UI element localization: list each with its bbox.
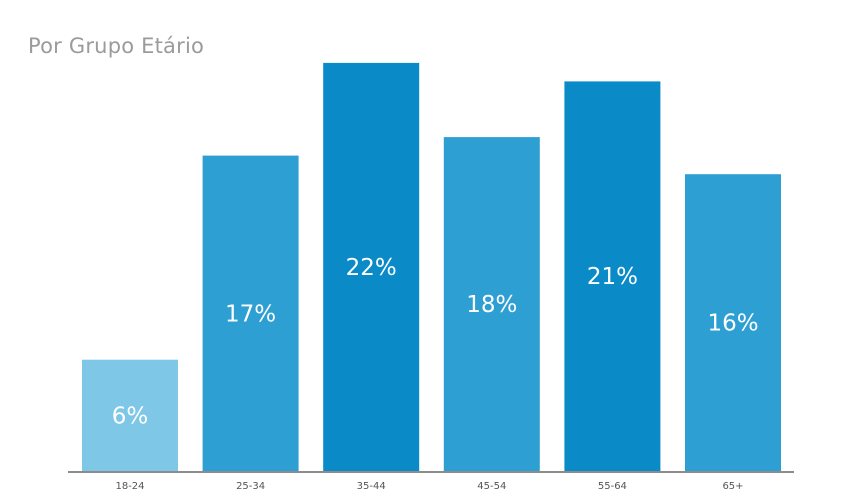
- bar-65+: [685, 174, 781, 471]
- bar-value-label: 6%: [112, 403, 149, 429]
- x-tick-label: 65+: [722, 481, 743, 492]
- chart-title: Por Grupo Etário: [28, 34, 205, 58]
- x-tick-label: 35-44: [357, 481, 386, 492]
- x-tick-label: 45-54: [477, 481, 506, 492]
- bar-value-label: 16%: [707, 311, 758, 337]
- bar-value-label: 18%: [466, 292, 517, 318]
- bar-value-label: 22%: [346, 255, 397, 281]
- bar-value-label: 21%: [587, 264, 638, 290]
- bar-18-24: [82, 359, 178, 471]
- tick-labels-layer: 18-24 25-34 35-44 45-54 55-64 65+: [115, 481, 743, 492]
- bar-25-34: [202, 155, 299, 471]
- x-tick-label: 25-34: [236, 481, 265, 492]
- x-tick-label: 55-64: [598, 481, 627, 492]
- bar-55-64: [564, 81, 661, 472]
- bar-35-44: [323, 62, 420, 472]
- bar-value-label: 17%: [225, 301, 276, 327]
- bars-layer: 6% 17% 22% 18% 21% 16%: [82, 62, 781, 472]
- bar-45-54: [443, 137, 540, 471]
- x-tick-label: 18-24: [115, 481, 144, 492]
